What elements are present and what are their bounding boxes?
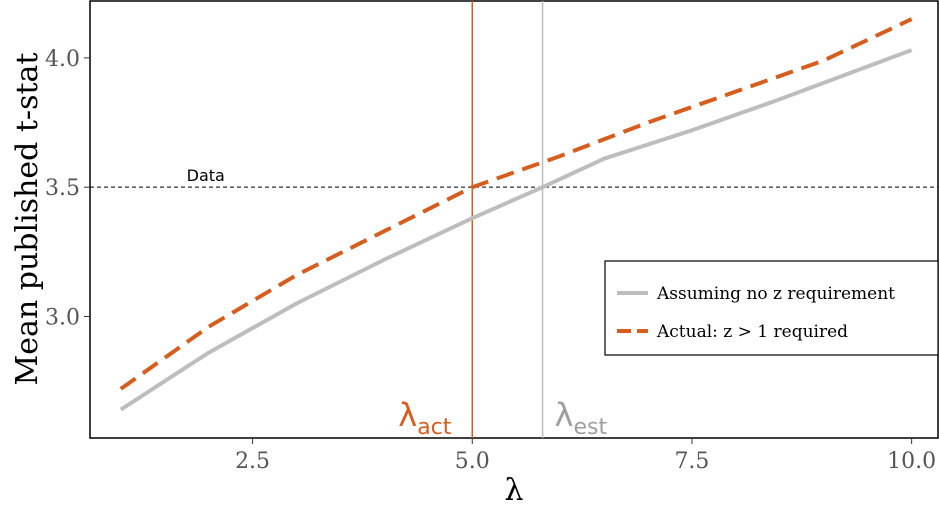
x-tick-label: 10.0 [887,449,936,474]
x-axis-ticks: 2.5 5.0 7.5 10.0 [235,438,936,474]
lambda-est-label: λest [555,396,608,440]
series-layer [119,17,913,412]
series-line-0 [119,48,913,412]
y-axis-title: Mean published t-stat [10,53,45,386]
y-axis-ticks: 3.0 3.5 4.0 [45,47,90,330]
data-reference-label: Data [187,166,225,185]
plot-frame [89,0,939,439]
legend-label-no-z: Assuming no z requirement [656,284,895,304]
lambda-est-symbol: λ [555,396,574,434]
lambda-est-subscript: est [573,415,607,440]
y-tick-label: 4.0 [45,47,80,72]
lambda-act-label: λact [398,396,452,440]
legend-label-z-required: Actual: z > 1 required [656,322,848,342]
x-tick-label: 5.0 [455,449,490,474]
x-tick-label: 7.5 [674,449,709,474]
legend-box [604,260,939,356]
x-axis-title: λ [504,473,523,507]
x-tick-label: 2.5 [235,449,270,474]
legend: Assuming no z requirement Actual: z > 1 … [604,260,939,356]
y-tick-label: 3.5 [45,176,80,201]
y-tick-label: 3.0 [45,305,80,330]
lambda-act-subscript: act [417,415,452,440]
series-line-1 [119,17,913,391]
lambda-act-symbol: λ [398,396,417,434]
